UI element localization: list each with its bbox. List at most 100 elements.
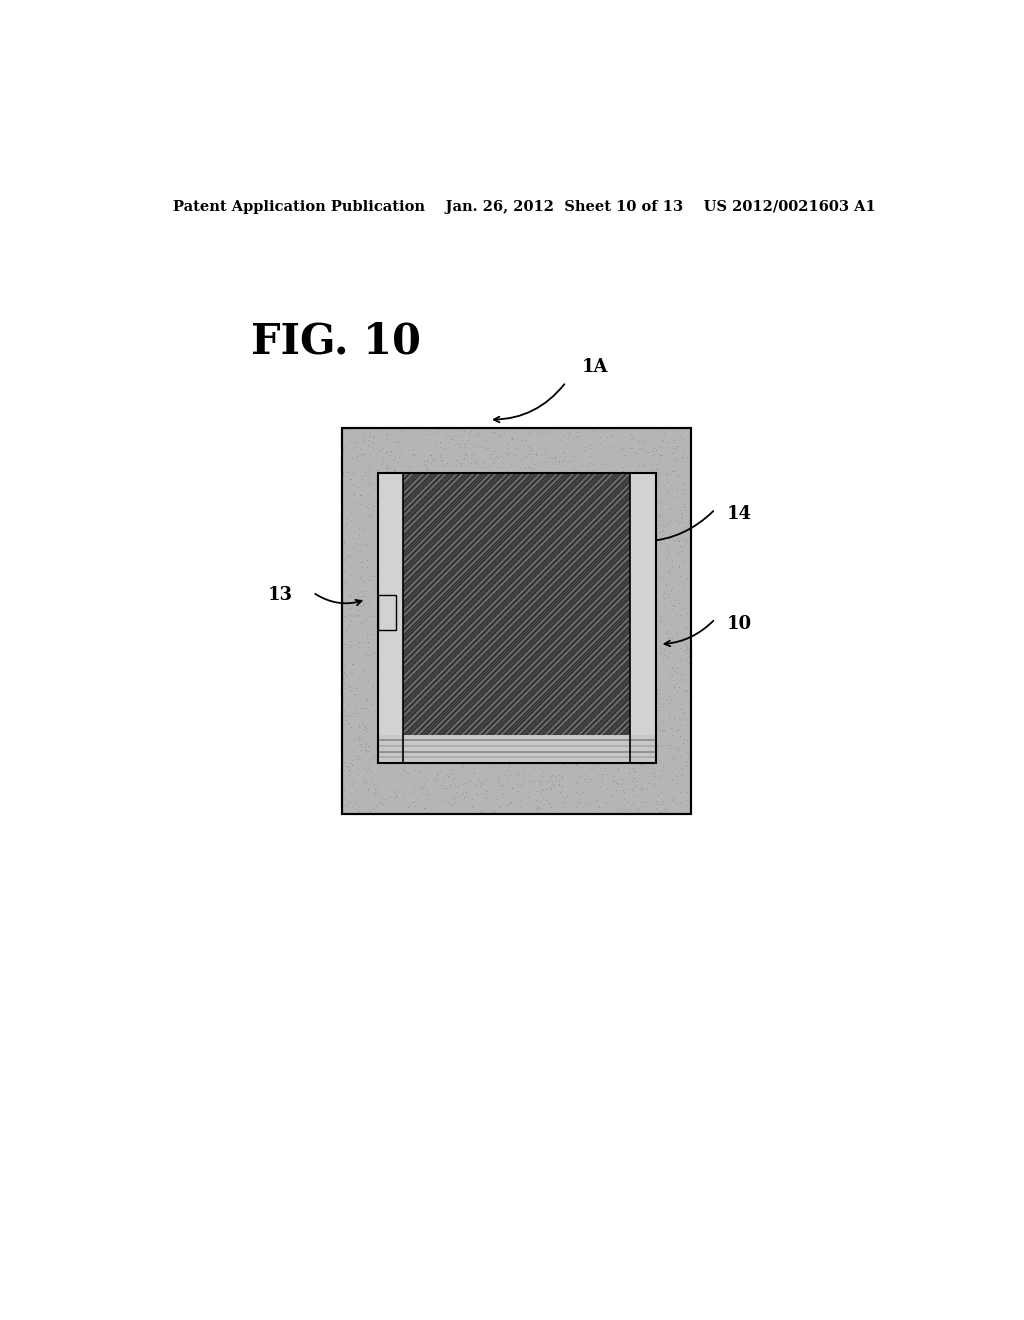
Point <box>421 499 437 520</box>
Point <box>545 643 561 664</box>
Point <box>449 696 465 717</box>
Point <box>679 636 695 657</box>
Point <box>592 684 608 705</box>
Point <box>558 433 574 454</box>
Point <box>427 536 443 557</box>
Point <box>665 746 681 767</box>
Point <box>531 723 548 744</box>
Point <box>673 664 689 685</box>
Point <box>441 731 458 752</box>
Point <box>361 639 378 660</box>
Point <box>529 479 546 500</box>
Point <box>589 729 605 750</box>
Point <box>591 746 607 767</box>
Point <box>681 669 697 690</box>
Point <box>677 550 693 572</box>
Point <box>647 606 664 627</box>
Point <box>402 585 419 606</box>
Point <box>358 689 375 710</box>
Point <box>495 618 511 639</box>
Point <box>580 473 596 494</box>
Point <box>453 455 469 477</box>
Point <box>496 692 512 713</box>
Bar <box>631 474 655 735</box>
Point <box>627 723 643 744</box>
Point <box>669 447 685 469</box>
Point <box>604 731 621 752</box>
Point <box>361 754 378 775</box>
Point <box>398 648 415 669</box>
Point <box>513 734 529 755</box>
Point <box>444 647 461 668</box>
Point <box>594 537 610 558</box>
Point <box>505 594 521 615</box>
Point <box>529 620 546 642</box>
Point <box>420 602 436 623</box>
Point <box>395 789 412 810</box>
Point <box>597 700 613 721</box>
Point <box>366 473 382 494</box>
Point <box>391 478 408 499</box>
Point <box>505 506 521 527</box>
Point <box>454 615 470 636</box>
Point <box>385 590 401 611</box>
Point <box>390 564 407 585</box>
Point <box>518 615 535 636</box>
Point <box>470 517 486 539</box>
Point <box>486 562 503 583</box>
Point <box>344 438 360 459</box>
Point <box>437 504 454 525</box>
Point <box>588 487 604 508</box>
Point <box>344 750 360 771</box>
Point <box>660 693 677 714</box>
Point <box>599 669 615 690</box>
Point <box>551 774 567 795</box>
Point <box>603 572 620 593</box>
Point <box>384 480 400 502</box>
Point <box>647 659 664 680</box>
Point <box>672 715 688 737</box>
Point <box>621 706 637 727</box>
Point <box>466 762 482 783</box>
Point <box>481 515 498 536</box>
Point <box>403 471 420 492</box>
Point <box>593 477 609 498</box>
Point <box>651 643 668 664</box>
Point <box>630 714 646 735</box>
Point <box>650 735 667 756</box>
Point <box>517 721 534 742</box>
Point <box>420 420 436 441</box>
Point <box>341 759 357 780</box>
Point <box>640 713 656 734</box>
Point <box>416 548 432 569</box>
Point <box>622 504 638 525</box>
Point <box>570 451 587 473</box>
Point <box>492 589 508 610</box>
Point <box>583 758 599 779</box>
Point <box>683 777 699 799</box>
Point <box>439 498 456 519</box>
Point <box>505 442 521 463</box>
Point <box>666 685 682 706</box>
Point <box>481 590 498 611</box>
Point <box>472 434 488 455</box>
Point <box>416 701 432 722</box>
Point <box>547 451 563 473</box>
Point <box>530 520 547 541</box>
Point <box>420 527 436 548</box>
Point <box>493 723 509 744</box>
Point <box>674 597 690 618</box>
Point <box>561 640 578 661</box>
Point <box>639 471 655 492</box>
Point <box>516 764 532 785</box>
Point <box>589 483 605 504</box>
Point <box>367 495 383 516</box>
Point <box>565 428 582 449</box>
Point <box>358 623 375 644</box>
Point <box>638 632 654 653</box>
Point <box>506 696 522 717</box>
Point <box>634 500 650 521</box>
Point <box>397 594 414 615</box>
Point <box>368 561 384 582</box>
Point <box>347 686 364 708</box>
